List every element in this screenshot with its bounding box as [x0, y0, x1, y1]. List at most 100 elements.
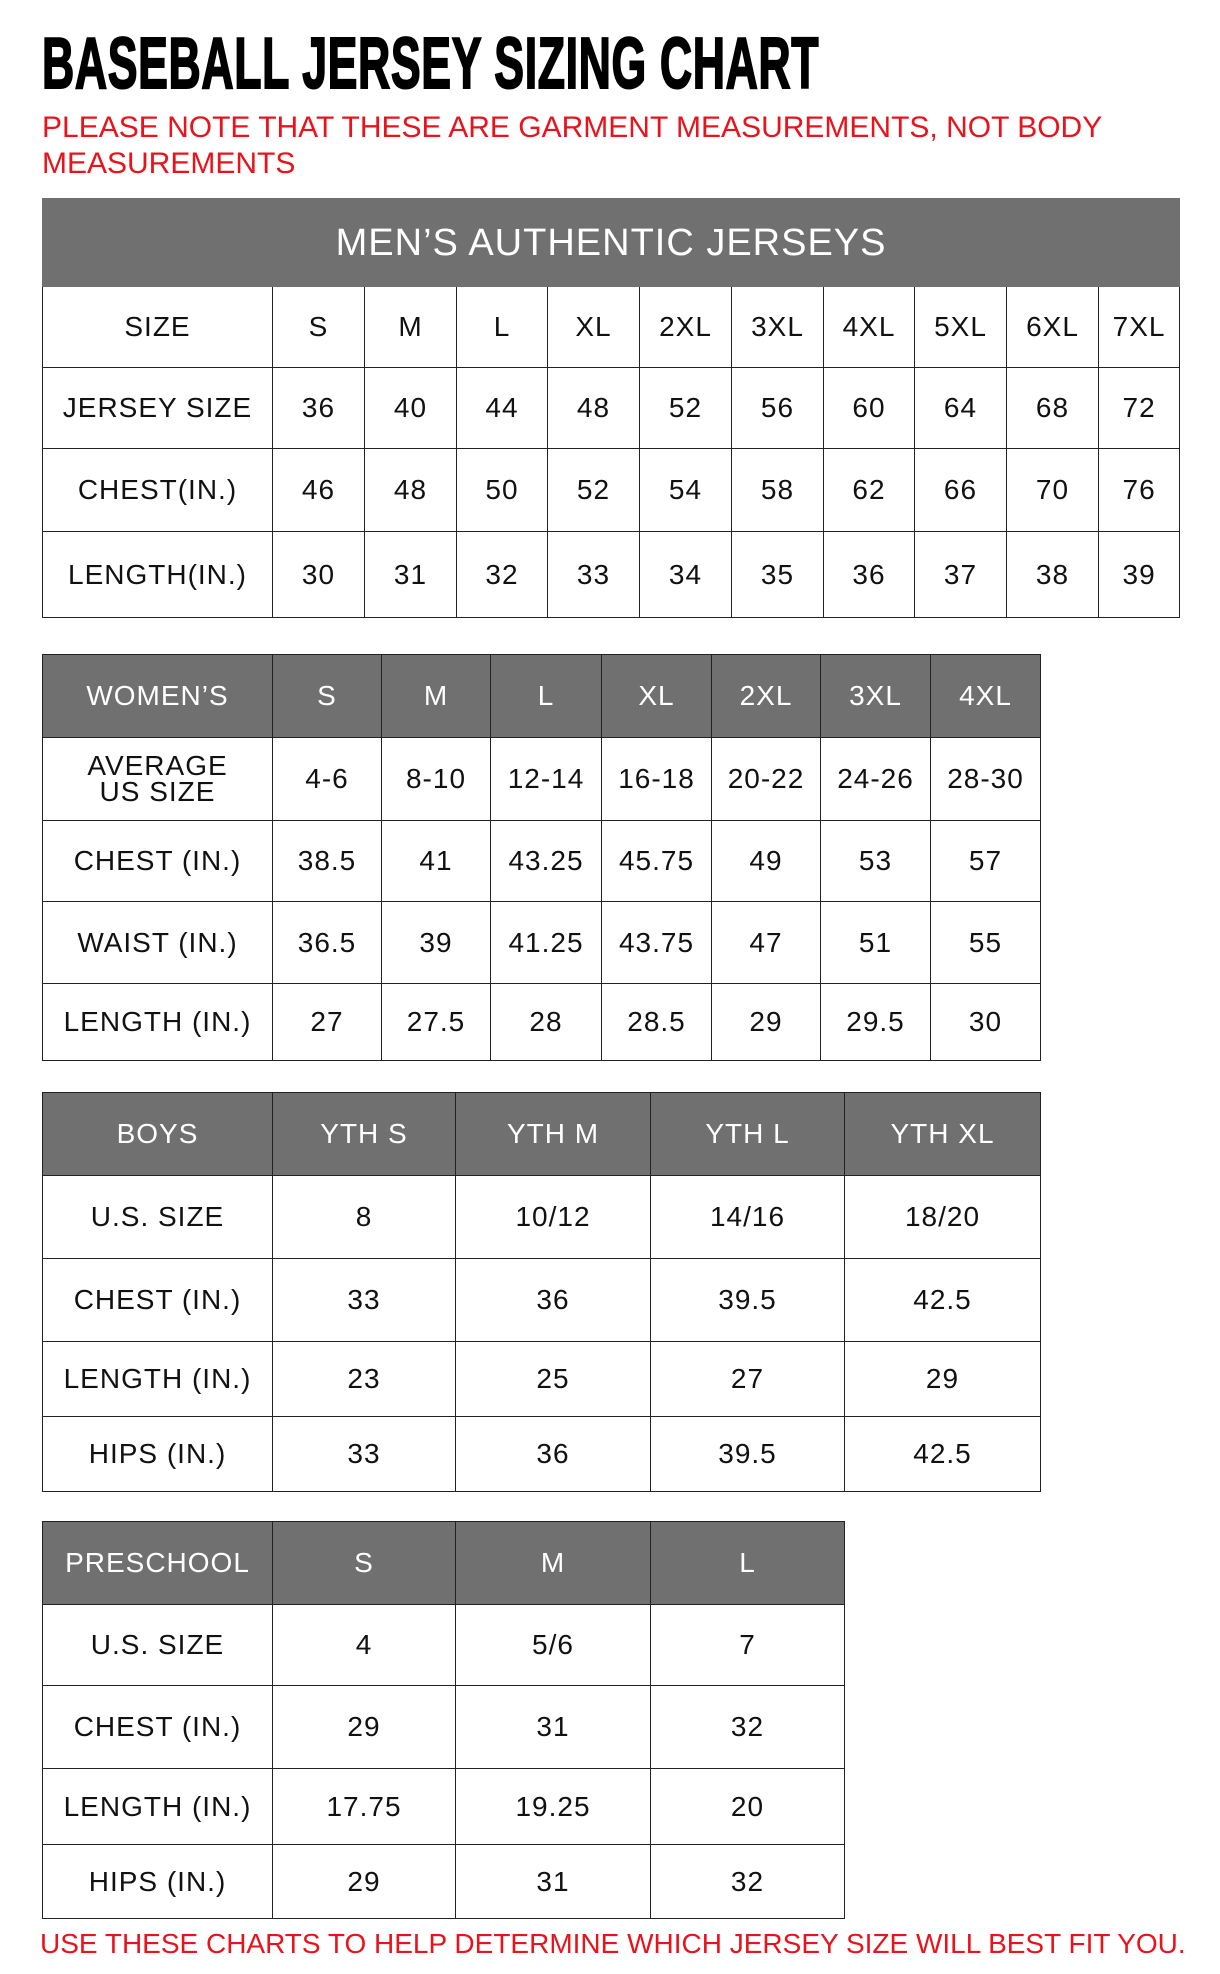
- table-row: HIPS (IN.) 33 36 39.5 42.5: [42, 1416, 1041, 1492]
- row-label: SIZE: [42, 286, 273, 368]
- table-row: LENGTH(IN.) 30 31 32 33 34 35 36 37 38 39: [42, 531, 1181, 618]
- column-header: 6XL: [1006, 286, 1099, 368]
- table-cell: 31: [364, 531, 457, 618]
- preschool-table: PRESCHOOL S M L U.S. SIZE 4 5/6 7 CHEST (IN.) 29 3…: [42, 1521, 845, 1919]
- column-header: YTH L: [650, 1092, 845, 1176]
- table-cell: 4-6: [272, 737, 382, 821]
- row-label: LENGTH (IN.): [42, 983, 273, 1061]
- column-header: 3XL: [731, 286, 824, 368]
- table-cell: 14/16: [650, 1175, 845, 1259]
- table-cell: 70: [1006, 448, 1099, 532]
- row-label: JERSEY SIZE: [42, 367, 273, 449]
- row-label: WOMEN’S: [42, 654, 273, 738]
- row-label: CHEST (IN.): [42, 1685, 273, 1769]
- table-cell: 38.5: [272, 820, 382, 902]
- table-cell: 4: [272, 1604, 456, 1686]
- table-cell: 29: [272, 1844, 456, 1919]
- table-cell: 8: [272, 1175, 456, 1259]
- womens-table: WOMEN’S S M L XL 2XL 3XL 4XL AVERAGE US SIZE 4-6 8…: [42, 654, 1041, 1061]
- column-header: 2XL: [711, 654, 821, 738]
- table-cell: 35: [731, 531, 824, 618]
- column-header: M: [364, 286, 457, 368]
- table-cell: 48: [547, 367, 640, 449]
- table-row: LENGTH (IN.) 23 25 27 29: [42, 1341, 1041, 1417]
- column-header: 7XL: [1097, 286, 1181, 368]
- table-cell: 41.25: [490, 901, 602, 984]
- table-cell: 20-22: [711, 737, 821, 821]
- table-cell: 20: [650, 1768, 845, 1845]
- table-row: JERSEY SIZE 36 40 44 48 52 56 60 64 68 72: [42, 367, 1181, 449]
- row-label: AVERAGE US SIZE: [42, 737, 273, 821]
- column-header: L: [456, 286, 548, 368]
- table-cell: 51: [820, 901, 931, 984]
- table-cell: 33: [272, 1416, 456, 1492]
- table-cell: 30: [930, 983, 1041, 1061]
- table-cell: 19.25: [455, 1768, 651, 1845]
- table-row: AVERAGE US SIZE 4-6 8-10 12-14 16-18 20-22 24-…: [42, 737, 1041, 821]
- table-cell: 62: [823, 448, 915, 532]
- table-cell: 43.25: [490, 820, 602, 902]
- mens-table-title: MEN’S AUTHENTIC JERSEYS: [41, 198, 1181, 287]
- table-cell: 54: [639, 448, 732, 532]
- table-row: CHEST (IN.) 29 31 32: [42, 1685, 845, 1769]
- table-row: PRESCHOOL S M L: [42, 1521, 845, 1605]
- table-cell: 32: [650, 1844, 845, 1919]
- row-label: CHEST(IN.): [42, 448, 273, 532]
- table-cell: 52: [547, 448, 640, 532]
- table-cell: 36.5: [272, 901, 382, 984]
- table-cell: 17.75: [272, 1768, 456, 1845]
- column-header: M: [381, 654, 491, 738]
- column-header: L: [490, 654, 602, 738]
- garment-note: PLEASE NOTE THAT THESE ARE GARMENT MEASU…: [42, 111, 1102, 180]
- table-cell: 42.5: [844, 1258, 1041, 1342]
- page-title: BASEBALL JERSEY SIZING CHART: [41, 24, 820, 104]
- table-row: CHEST(IN.) 46 48 50 52 54 58 62 66 70 76: [42, 448, 1181, 532]
- table-cell: 34: [639, 531, 732, 618]
- table-cell: 32: [456, 531, 548, 618]
- mens-table: MEN’S AUTHENTIC JERSEYS SIZE S M L XL 2XL 3XL 4…: [41, 198, 1181, 618]
- table-cell: 5/6: [455, 1604, 651, 1686]
- row-label: WAIST (IN.): [42, 901, 273, 984]
- table-row: LENGTH (IN.) 27 27.5 28 28.5 29 29.5 30: [42, 983, 1041, 1061]
- table-cell: 49: [711, 820, 821, 902]
- table-cell: 8-10: [381, 737, 491, 821]
- table-cell: 12-14: [490, 737, 602, 821]
- boys-table: BOYS YTH S YTH M YTH L YTH XL U.S. SIZE 8 10/12…: [42, 1092, 1041, 1492]
- table-cell: 72: [1097, 367, 1181, 449]
- row-label: LENGTH(IN.): [42, 531, 273, 618]
- table-cell: 31: [455, 1844, 651, 1919]
- table-cell: 28.5: [601, 983, 712, 1061]
- table-cell: 48: [364, 448, 457, 532]
- column-header: 2XL: [639, 286, 732, 368]
- column-header: 4XL: [930, 654, 1041, 738]
- table-cell: 29: [272, 1685, 456, 1769]
- column-header: YTH XL: [844, 1092, 1041, 1176]
- table-cell: 64: [914, 367, 1007, 449]
- row-label: LENGTH (IN.): [42, 1768, 273, 1845]
- table-row: WOMEN’S S M L XL 2XL 3XL 4XL: [42, 654, 1041, 738]
- table-cell: 46: [272, 448, 365, 532]
- table-cell: 40: [364, 367, 457, 449]
- table-row: U.S. SIZE 4 5/6 7: [42, 1604, 845, 1686]
- table-cell: 29: [711, 983, 821, 1061]
- table-cell: 27: [272, 983, 382, 1061]
- table-cell: 58: [731, 448, 824, 532]
- row-label: CHEST (IN.): [42, 820, 273, 902]
- table-cell: 29.5: [820, 983, 931, 1061]
- column-header: S: [272, 286, 365, 368]
- row-label: BOYS: [42, 1092, 273, 1176]
- row-label: HIPS (IN.): [42, 1844, 273, 1919]
- column-header: 4XL: [823, 286, 915, 368]
- table-cell: 39: [381, 901, 491, 984]
- row-label: PRESCHOOL: [42, 1521, 273, 1605]
- table-cell: 18/20: [844, 1175, 1041, 1259]
- row-label: LENGTH (IN.): [42, 1341, 273, 1417]
- table-cell: 43.75: [601, 901, 712, 984]
- table-cell: 23: [272, 1341, 456, 1417]
- table-cell: 28: [490, 983, 602, 1061]
- table-cell: 68: [1006, 367, 1099, 449]
- table-cell: 56: [731, 367, 824, 449]
- table-cell: 60: [823, 367, 915, 449]
- table-cell: 27: [650, 1341, 845, 1417]
